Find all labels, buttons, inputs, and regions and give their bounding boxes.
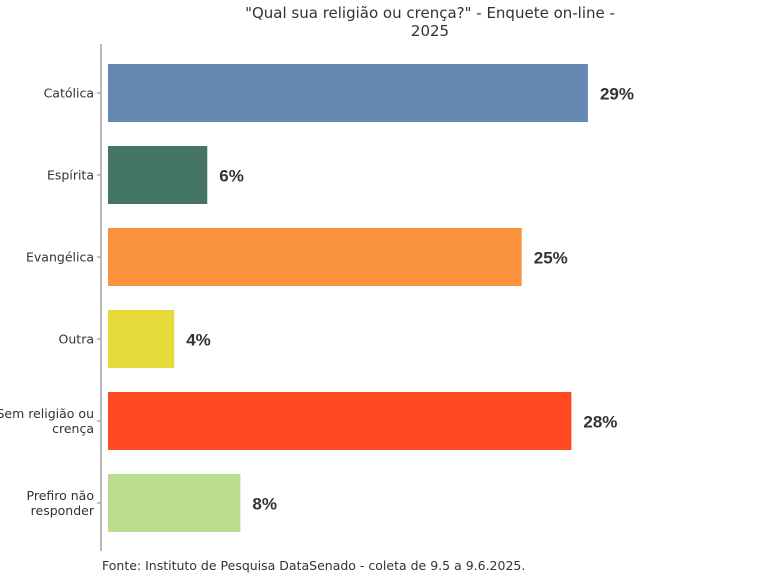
bar-1: [108, 64, 588, 122]
bar-6: [108, 474, 241, 532]
y-tick-label: Espírita: [47, 168, 94, 183]
data-label: 6%: [219, 167, 244, 186]
bar-5: [108, 392, 572, 450]
y-tick-label: Prefiro não responder: [27, 488, 95, 518]
y-tick-label: Católica: [44, 86, 94, 101]
y-tick-label: Evangélica: [26, 250, 94, 265]
chart-title: "Qual sua religião ou crença?" - Enquete…: [245, 4, 615, 40]
data-label: 28%: [583, 413, 617, 432]
y-tick-label: Outra: [59, 332, 94, 347]
bar-2: [108, 146, 208, 204]
data-label: 8%: [252, 495, 277, 514]
chart-source-note: Fonte: Instituto de Pesquisa DataSenado …: [102, 558, 526, 573]
bar-4: [108, 310, 175, 368]
bar-3: [108, 228, 522, 286]
y-tick-label: Sem religião ou crença: [0, 406, 94, 436]
data-label: 25%: [534, 249, 568, 268]
data-label: 4%: [186, 331, 211, 350]
data-label: 29%: [600, 85, 634, 104]
